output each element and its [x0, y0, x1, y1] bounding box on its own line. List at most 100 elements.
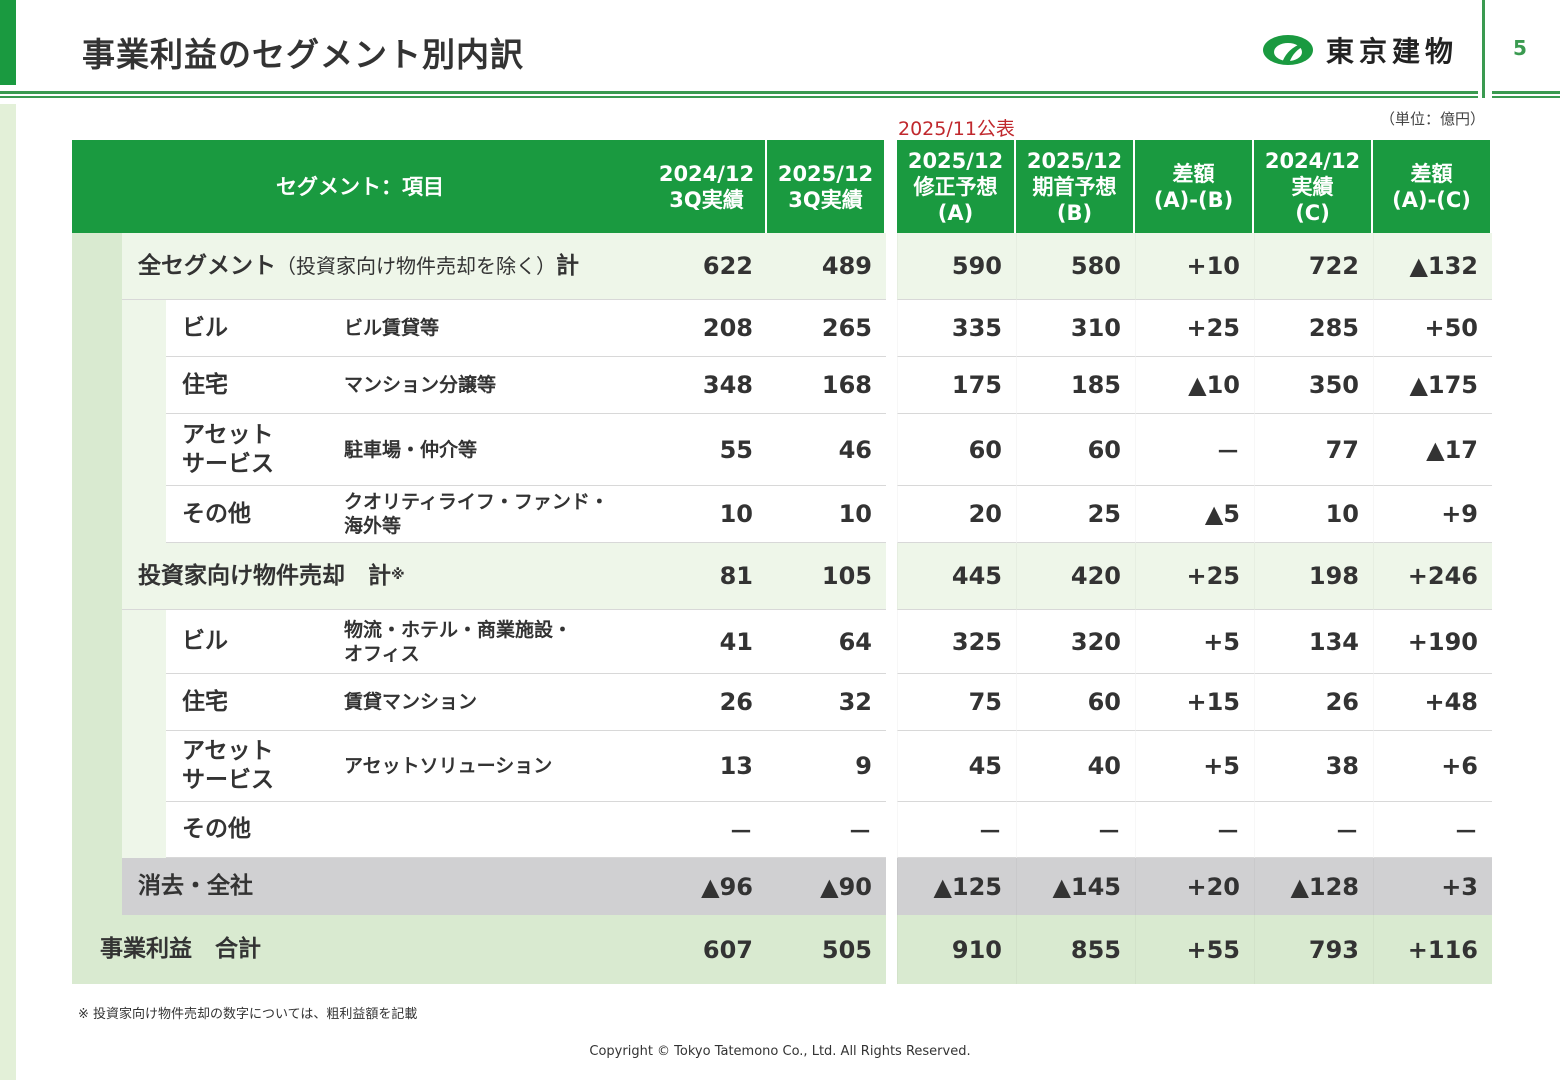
column-header: 差額 (A)-(C)	[1373, 140, 1490, 233]
value-cell: +6	[1373, 731, 1492, 802]
value-cell: 722	[1254, 233, 1373, 300]
column-header: 差額 (A)-(B)	[1135, 140, 1252, 233]
value-cell: 310	[1016, 300, 1135, 357]
sub-band	[122, 486, 166, 543]
sub-band	[122, 674, 166, 731]
value-cell: 26	[648, 674, 767, 731]
value-cell: 60	[1016, 414, 1135, 486]
segment-name: アセット サービス	[182, 421, 274, 477]
value-cell: 13	[648, 731, 767, 802]
announcement-label: 2025/11公表	[898, 118, 1015, 140]
segment-name: アセット サービス	[182, 738, 274, 793]
unit-label: （単位：億円）	[1380, 110, 1486, 128]
value-cell: 335	[897, 300, 1016, 357]
value-cell: 10	[648, 486, 767, 543]
footnote: ※ 投資家向け物件売却の数字については、粗利益額を記載	[78, 1007, 418, 1022]
value-cell: 55	[648, 414, 767, 486]
segment-name: ビル	[182, 628, 228, 654]
value-cell: 265	[767, 300, 886, 357]
column-header: セグメント：項目	[72, 140, 648, 233]
row-label-suffix: 計	[556, 252, 579, 279]
sub-band	[122, 610, 166, 674]
sub-band	[122, 731, 166, 802]
value-cell: 505	[767, 915, 886, 984]
value-cell: 46	[767, 414, 886, 486]
value-cell: +5	[1135, 731, 1254, 802]
value-cell: +5	[1135, 610, 1254, 674]
item-name: 賃貸マンション	[344, 691, 478, 713]
column-header: 2025/12 3Q実績	[767, 140, 884, 233]
sub-band	[122, 802, 166, 858]
value-cell: ▲128	[1254, 858, 1373, 915]
value-cell: +10	[1135, 233, 1254, 300]
header-divider	[1492, 91, 1560, 94]
item-label-cell: アセット サービス 駐車場・仲介等	[166, 414, 648, 486]
item-name: 物流・ホテル・商業施設・ オフィス	[344, 618, 573, 665]
row-label-note: （投資家向け物件売却を除く）	[276, 253, 556, 278]
column-gap	[886, 140, 897, 984]
value-cell: +3	[1373, 858, 1492, 915]
value-cell: 185	[1016, 357, 1135, 414]
value-cell: +190	[1373, 610, 1492, 674]
segment-name: 住宅	[182, 371, 228, 398]
sub-band	[122, 300, 166, 357]
value-cell: 45	[897, 731, 1016, 802]
sub-band	[122, 414, 166, 486]
value-cell: 41	[648, 610, 767, 674]
row-label: 事業利益 合計	[100, 936, 261, 962]
page-title: 事業利益のセグメント別内訳	[82, 35, 524, 74]
value-cell: －	[767, 802, 886, 858]
value-cell: 32	[767, 674, 886, 731]
value-cell: 348	[648, 357, 767, 414]
value-cell: 607	[648, 915, 767, 984]
value-cell: 489	[767, 233, 886, 300]
value-cell: ▲125	[897, 858, 1016, 915]
item-label-cell: ビル ビル賃貸等	[166, 300, 648, 357]
value-cell: +50	[1373, 300, 1492, 357]
side-strip	[0, 104, 16, 1080]
item-label-cell: その他	[166, 802, 648, 858]
value-cell: ▲175	[1373, 357, 1492, 414]
value-cell: －	[1373, 802, 1492, 858]
value-cell: 134	[1254, 610, 1373, 674]
page-number: 5	[1513, 36, 1527, 60]
page-number-divider	[1482, 0, 1485, 98]
elim-label-cell: 消去・全社	[122, 858, 648, 915]
column-header: 2024/12 実績 (C)	[1254, 140, 1371, 233]
item-name: マンション分譲等	[344, 374, 497, 396]
segment-name: 住宅	[182, 688, 228, 715]
segment-name: その他	[182, 500, 251, 527]
value-cell: 60	[897, 414, 1016, 486]
value-cell: 75	[897, 674, 1016, 731]
company-name: 東京建物	[1326, 35, 1459, 68]
company-logo: 東京建物	[1262, 30, 1458, 70]
row-label: 消去・全社	[138, 873, 253, 899]
value-cell: 81	[648, 543, 767, 610]
value-cell: －	[648, 802, 767, 858]
header-divider	[0, 91, 1478, 94]
value-cell: ▲5	[1135, 486, 1254, 543]
value-cell: 10	[1254, 486, 1373, 543]
value-cell: ▲17	[1373, 414, 1492, 486]
value-cell: 77	[1254, 414, 1373, 486]
segment-name: その他	[182, 816, 251, 842]
value-cell: ▲96	[648, 858, 767, 915]
item-name: クオリティライフ・ファンド・ 海外等	[344, 491, 609, 537]
grand-label-cell: 事業利益 合計	[72, 915, 648, 984]
value-cell: 105	[767, 543, 886, 610]
item-label-cell: ビル 物流・ホテル・商業施設・ オフィス	[166, 610, 648, 674]
value-cell: 622	[648, 233, 767, 300]
value-cell: 350	[1254, 357, 1373, 414]
value-cell: ▲90	[767, 858, 886, 915]
item-name: 駐車場・仲介等	[344, 438, 478, 461]
row-label: 全セグメント	[138, 252, 276, 279]
segment-profit-table: セグメント：項目 2024/12 3Q実績 2025/12 3Q実績 2025/12 …	[72, 140, 1492, 984]
total-label-cell: 全セグメント （投資家向け物件売却を除く）計	[122, 233, 648, 300]
value-cell: 208	[648, 300, 767, 357]
value-cell: 38	[1254, 731, 1373, 802]
column-header: 2025/12 修正予想 (A)	[897, 140, 1014, 233]
value-cell: 855	[1016, 915, 1135, 984]
value-cell: 60	[1016, 674, 1135, 731]
value-cell: +55	[1135, 915, 1254, 984]
value-cell: 420	[1016, 543, 1135, 610]
